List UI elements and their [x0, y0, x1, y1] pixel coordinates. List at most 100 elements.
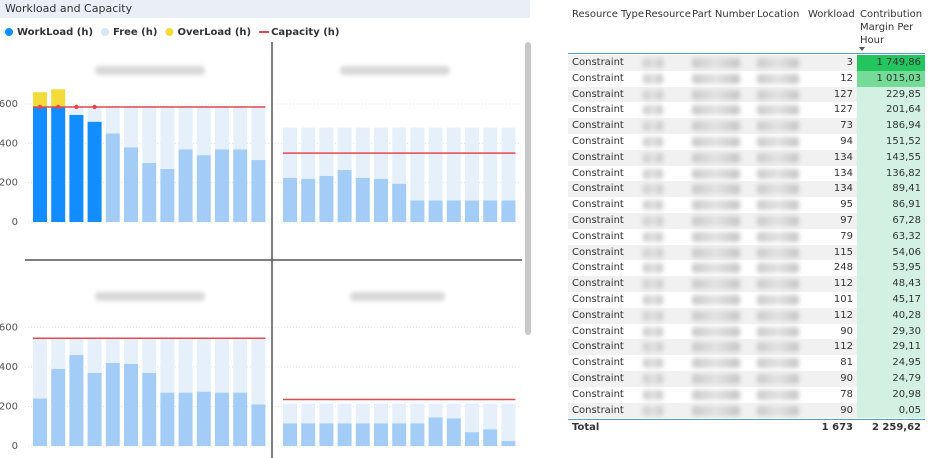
chart-title: Workload and Capacity: [5, 2, 133, 15]
free-bar: [301, 403, 316, 424]
cell: Constraint: [572, 183, 624, 195]
cell: Constraint: [572, 262, 624, 274]
free-bar: [178, 338, 193, 393]
workload-bar: [51, 368, 66, 446]
free-bar: [124, 105, 138, 148]
blurred-cell: [757, 389, 799, 400]
margin-background: [857, 213, 925, 229]
blurred-cell: [692, 105, 740, 116]
blurred-cell: [692, 73, 740, 84]
cell: 20,98: [892, 388, 921, 400]
cell: 136,82: [886, 167, 921, 179]
workload-bar: [355, 177, 370, 222]
workload-bar: [33, 106, 47, 222]
blurred-cell: [692, 89, 740, 100]
free-bar: [33, 338, 47, 399]
y-tick-label: 600: [0, 99, 18, 110]
scrollbar[interactable]: [525, 42, 531, 335]
margin-background: [857, 307, 925, 324]
cell: 134: [833, 151, 853, 163]
blurred-cell: [692, 295, 740, 305]
workload-bar: [196, 155, 211, 222]
margin-background: [857, 355, 925, 371]
workload-bar: [105, 362, 120, 446]
blurred-cell: [643, 295, 663, 305]
blurred-cell: [643, 358, 663, 369]
cell: Constraint: [572, 72, 624, 84]
workload-bar: [410, 200, 425, 222]
workload-bar: [337, 423, 352, 446]
cell: 229,85: [886, 88, 921, 100]
workload-bar: [465, 200, 479, 222]
free-bar: [215, 338, 229, 393]
blurred-cell: [643, 374, 663, 384]
total-label: Total: [572, 422, 600, 434]
margin-background: [857, 386, 925, 403]
free-bar: [233, 105, 248, 150]
total-rule: [568, 419, 925, 421]
free-bar: [178, 105, 193, 150]
y-tick-label: 600: [0, 322, 18, 333]
blurred-cell: [757, 168, 799, 179]
chart: Workload and Capacity WorkLoad (h) Free (…: [0, 0, 531, 458]
cell: Constraint: [572, 325, 624, 337]
margin-background: [857, 323, 925, 340]
blurred-cell: [643, 73, 663, 84]
free-bar: [501, 127, 516, 201]
workload-bar: [319, 423, 334, 446]
free-bar: [51, 338, 66, 369]
free-bar: [69, 105, 84, 115]
margin-background: [857, 165, 925, 182]
blurred-cell: [692, 231, 740, 242]
cell: 90: [840, 373, 853, 384]
cell: 79: [840, 230, 853, 242]
workload-bar: [87, 372, 102, 446]
blurred-cell: [757, 247, 799, 258]
cell: Constraint: [572, 57, 624, 68]
cell: 112: [833, 341, 853, 353]
cell: 12: [840, 72, 853, 84]
total-margin: 2 259,62: [871, 422, 921, 434]
free-bar: [355, 403, 370, 424]
free-bar: [428, 403, 443, 418]
cell: 63,32: [892, 230, 921, 242]
workload-bar: [301, 178, 316, 222]
blurred-cell: [757, 200, 799, 211]
free-bar: [87, 338, 102, 373]
workload-bar: [483, 429, 498, 446]
column-header: Part Number: [692, 9, 756, 20]
legend-label: WorkLoad (h): [17, 27, 93, 38]
free-bar: [392, 403, 407, 424]
blurred-cell: [643, 137, 663, 147]
margin-background: [857, 134, 925, 150]
cell: 45,17: [892, 294, 921, 305]
blurred-cell: [643, 184, 663, 195]
blurred-cell: [757, 105, 799, 116]
margin-background: [857, 86, 925, 103]
title-bar: [0, 0, 530, 18]
blurred-cell: [757, 184, 799, 195]
workload-bar: [428, 200, 443, 222]
blurred-cell: [692, 121, 740, 132]
cell: 112: [833, 309, 853, 321]
cell: 248: [833, 262, 853, 274]
free-bar: [446, 127, 461, 201]
workload-bar: [33, 398, 47, 446]
workload-bar: [446, 418, 461, 446]
margin-background: [857, 102, 925, 119]
workload-bar: [392, 423, 407, 446]
free-bar: [142, 338, 157, 373]
table: Resource Type Resource Part Number Location…: [568, 0, 928, 458]
blurred-cell: [692, 405, 740, 416]
overload-bar: [33, 92, 47, 107]
free-bar: [483, 403, 498, 430]
cell: Constraint: [572, 294, 624, 305]
cell: Constraint: [572, 404, 624, 416]
column-header: Location: [757, 9, 800, 20]
free-bar: [105, 105, 120, 134]
legend-label: Capacity (h): [271, 27, 339, 38]
blurred-cell: [643, 121, 663, 132]
blurred-cell: [757, 405, 799, 416]
blurred-cell: [692, 279, 740, 290]
cell: 115: [833, 246, 853, 258]
